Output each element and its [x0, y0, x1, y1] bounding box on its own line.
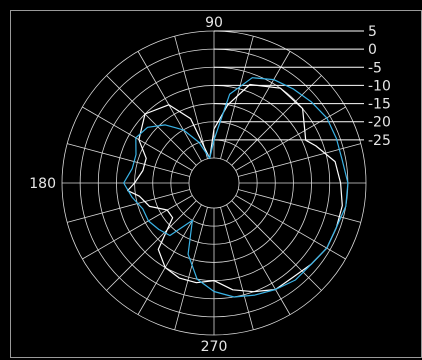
- series-line-2: [123, 77, 349, 298]
- grid-spoke: [238, 143, 361, 177]
- radial-tick-label: -20: [368, 115, 391, 131]
- radial-tick-label: -15: [368, 97, 391, 113]
- grid-spoke: [137, 51, 202, 162]
- grid-spoke: [67, 189, 190, 223]
- grid-spoke: [106, 75, 197, 166]
- grid-spoke: [67, 143, 190, 177]
- grid-spoke: [174, 36, 208, 159]
- angle-label: 270: [201, 339, 228, 355]
- grid-spoke: [106, 200, 197, 291]
- grid-spoke: [220, 207, 254, 330]
- grid-spoke: [226, 51, 291, 162]
- angle-label: 90: [205, 15, 223, 31]
- grid-spoke: [174, 207, 208, 330]
- grid-spoke: [231, 75, 322, 166]
- grid-spoke: [137, 204, 202, 315]
- grid-spoke: [231, 200, 322, 291]
- radial-tick-label: 0: [368, 42, 377, 58]
- radial-tick-label: -5: [368, 60, 382, 76]
- grid-spoke: [220, 36, 254, 159]
- grid-spoke: [226, 204, 291, 315]
- angle-labels: 90 180 270: [29, 15, 227, 355]
- chart-border: [10, 10, 422, 358]
- radial-tick-label: 5: [368, 24, 377, 40]
- radial-tick-label: -25: [368, 133, 391, 149]
- angle-label: 180: [29, 176, 56, 192]
- series-group: [123, 77, 349, 298]
- grid-spoke: [238, 189, 361, 223]
- radial-tick-label: -10: [368, 78, 391, 94]
- grid-spoke: [82, 106, 193, 171]
- radial-tick-lines: [214, 30, 364, 141]
- grid-spoke: [82, 195, 193, 260]
- radial-tick-labels: 5 0 -5 -10 -15 -20 -25: [368, 24, 391, 149]
